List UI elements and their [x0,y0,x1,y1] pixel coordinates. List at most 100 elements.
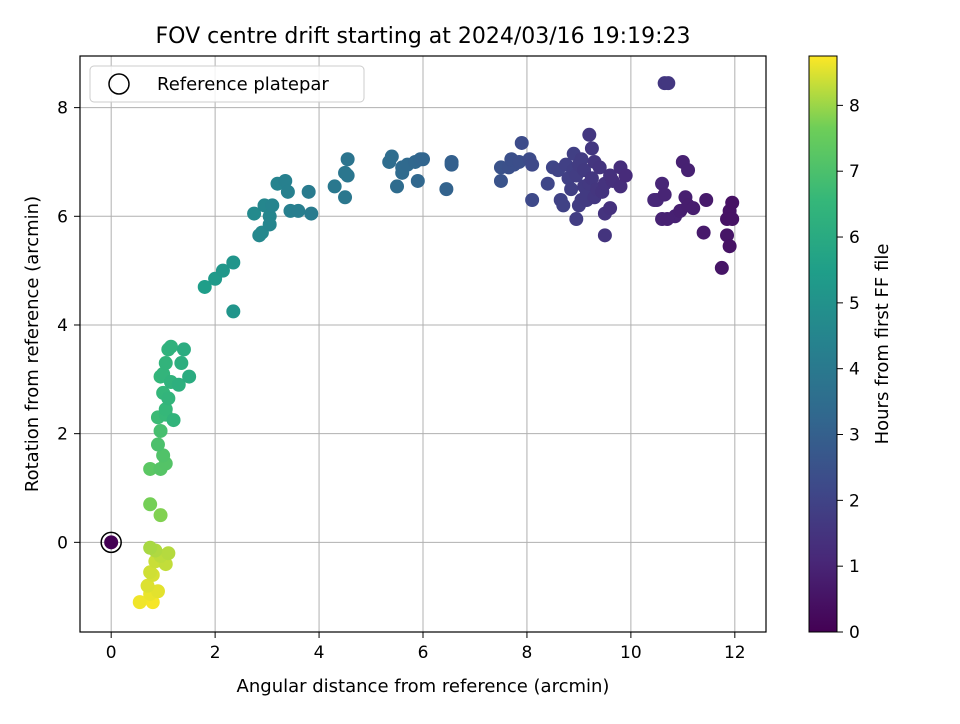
colorbar-tick-label: 4 [849,360,860,380]
grid [80,56,766,632]
data-point [174,356,189,371]
data-point [166,413,181,428]
data-point [143,497,158,512]
legend-marker-icon [108,73,130,95]
data-point [278,173,293,188]
data-point [439,182,454,197]
legend-entry-reference-platepar: Reference platepar [157,74,329,95]
data-point [291,203,306,218]
data-point [265,198,280,213]
data-point [143,461,158,476]
data-point [338,190,353,205]
data-point [582,127,597,142]
y-axis-label: Rotation from reference (arcmin) [22,196,43,492]
data-point [197,279,212,294]
x-axis-ticks: 0 2 4 6 8 10 12 [106,632,746,663]
data-point [182,369,197,384]
data-point [158,356,173,371]
data-point [603,201,618,216]
data-point [390,179,405,194]
data-point [163,339,178,354]
colorbar-label: Hours from first FF file [872,244,893,445]
data-point [657,187,672,202]
colorbar: 0 1 2 3 4 5 6 7 8 Hours from first FF file [808,55,893,643]
data-point [655,176,670,191]
data-point [262,217,277,232]
data-point [150,437,165,452]
data-point [720,228,735,243]
data-point [301,184,316,199]
colorbar-ticks: 0 1 2 3 4 5 6 7 8 [837,96,860,643]
data-point [161,391,176,406]
y-tick-label: 4 [57,316,68,336]
data-point [153,508,168,523]
data-point [722,239,737,254]
colorbar-tick-label: 7 [849,162,860,182]
data-point [584,171,599,186]
data-point [247,206,262,221]
legend-box [89,65,365,103]
data-point [647,193,662,207]
colorbar-tick-label: 1 [849,557,860,577]
x-tick-label: 2 [210,643,221,663]
data-point [153,423,168,438]
x-tick-label: 6 [418,643,429,663]
data-point [340,168,355,183]
data-point [150,584,165,599]
data-point [176,342,191,357]
data-point [584,141,599,156]
data-point [714,260,729,275]
data-point [410,173,425,188]
y-tick-label: 6 [57,207,68,227]
data-point [681,163,696,178]
x-tick-label: 8 [522,643,533,663]
data-point [226,304,241,319]
data-point [553,193,568,207]
y-axis-ticks: 0 2 4 6 8 [57,99,80,553]
y-tick-label: 2 [57,425,68,445]
data-point [171,377,186,392]
data-point [613,179,628,194]
data-point [444,157,459,172]
data-point [304,206,319,221]
y-tick-label: 8 [57,99,68,119]
x-tick-label: 10 [620,643,642,663]
data-point [597,228,612,243]
data-point [699,193,714,207]
data-point [104,535,119,550]
data-point [564,182,579,197]
data-point [493,173,508,188]
reference-platepar-marker [100,531,122,554]
colorbar-tick-label: 8 [849,96,860,116]
chart-title: FOV centre drift starting at 2024/03/16 … [156,24,691,49]
colorbar-tick-label: 2 [849,491,860,511]
data-point [161,546,176,561]
data-point [158,402,173,417]
data-point [340,152,355,167]
colorbar-tick-label: 0 [849,623,860,643]
data-point [252,228,267,243]
data-points [104,76,740,610]
data-point [215,263,230,278]
data-point [660,212,675,227]
x-tick-label: 4 [314,643,325,663]
colorbar-tick-label: 5 [849,294,860,314]
data-point [618,168,633,183]
data-point [143,565,158,580]
data-point [661,76,676,91]
data-point [143,540,158,555]
data-point [525,193,540,207]
colorbar-tick-label: 3 [849,426,860,446]
legend: Reference platepar [89,65,365,103]
data-point [592,160,607,175]
data-point [696,225,711,240]
data-point [686,201,701,216]
colorbar-tick-label: 6 [849,228,860,248]
y-tick-label: 0 [57,533,68,553]
data-point [280,184,295,199]
data-point [156,448,171,463]
data-point [725,195,740,210]
data-point [327,179,342,194]
